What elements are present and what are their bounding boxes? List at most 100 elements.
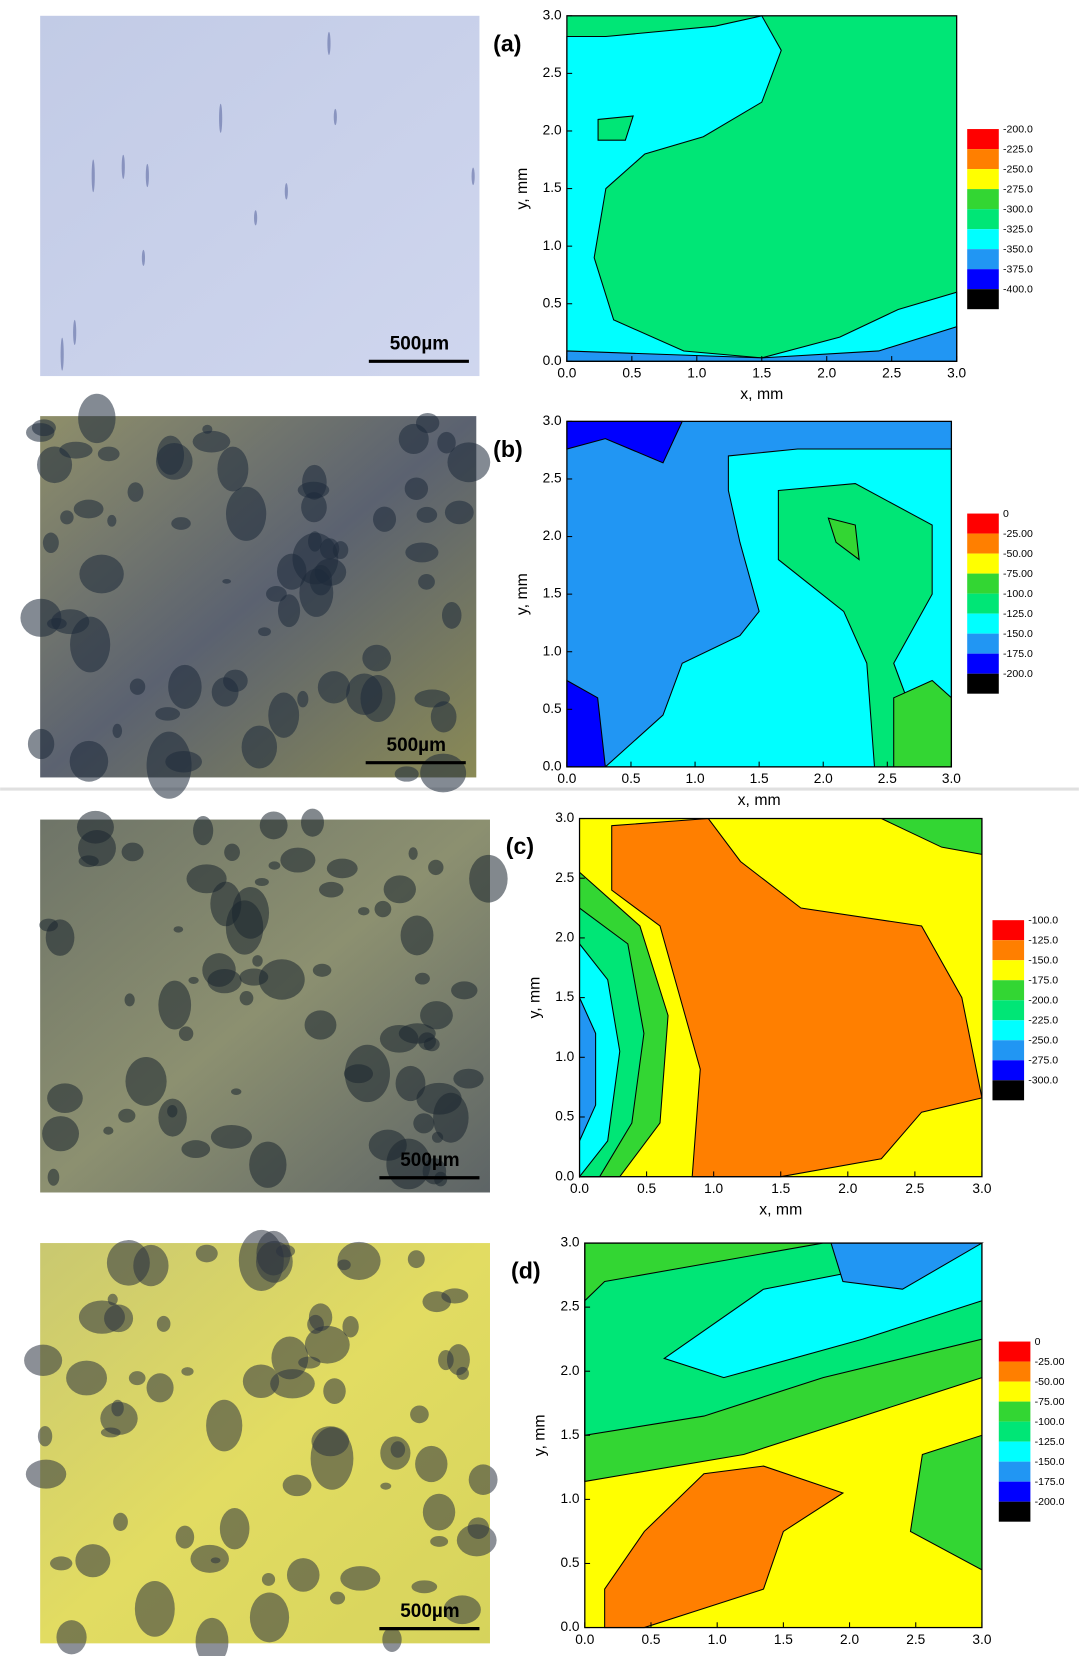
x-tick-label: 1.0 xyxy=(687,366,706,381)
y-tick-label: 1.0 xyxy=(560,1491,579,1506)
micrograph-spot xyxy=(142,250,145,266)
micrograph-spot xyxy=(219,104,222,133)
micrograph-spot xyxy=(73,320,76,345)
x-tick-label: 3.0 xyxy=(972,1181,991,1196)
x-axis-label: x, mm xyxy=(759,1202,802,1219)
colorbar-label: -125.0 xyxy=(1028,934,1058,946)
micrograph-spot xyxy=(113,1513,128,1531)
y-tick-label: 0.5 xyxy=(543,295,562,310)
micrograph-spot xyxy=(26,1460,66,1489)
colorbar-label: -200.0 xyxy=(1003,123,1033,135)
y-tick-label: 2.0 xyxy=(560,1363,579,1378)
micrograph-spot xyxy=(287,1558,320,1592)
x-tick-label: 3.0 xyxy=(947,366,966,381)
x-tick-label: 2.0 xyxy=(817,366,836,381)
x-tick-label: 0.5 xyxy=(637,1181,656,1196)
micrograph-spot xyxy=(432,1132,443,1143)
x-tick-label: 2.0 xyxy=(838,1181,857,1196)
colorbar-swatch xyxy=(967,229,999,249)
colorbar-swatch xyxy=(992,920,1024,940)
colorbar-label: -250.0 xyxy=(1028,1035,1058,1047)
colorbar-label: -275.0 xyxy=(1003,183,1033,195)
colorbar-swatch xyxy=(967,514,999,534)
micrograph-spot xyxy=(217,447,248,492)
x-tick-label: 1.0 xyxy=(704,1181,723,1196)
colorbar-swatch xyxy=(967,169,999,189)
scale-bar-label: 500µm xyxy=(387,735,446,756)
y-tick-label: 0.5 xyxy=(555,1109,574,1124)
micrograph-spot xyxy=(451,981,477,999)
micrograph-spot xyxy=(56,1620,86,1654)
micrograph-spot xyxy=(313,964,332,977)
micrograph-spot xyxy=(61,338,64,371)
micrograph-spot xyxy=(133,1245,168,1286)
micrograph-spot xyxy=(181,1367,193,1376)
micrograph-spot xyxy=(442,602,462,629)
colorbar-label: -150.0 xyxy=(1035,1456,1065,1468)
y-tick-label: 3.0 xyxy=(560,1235,579,1250)
micrograph-spot xyxy=(224,844,240,861)
x-tick-label: 1.5 xyxy=(752,366,771,381)
micrograph-spot xyxy=(423,1494,455,1531)
micrograph-spot xyxy=(396,1066,426,1101)
x-tick-label: 2.5 xyxy=(882,366,901,381)
micrograph-spot xyxy=(43,533,59,553)
x-tick-label: 1.0 xyxy=(708,1632,727,1647)
colorbar-label: -150.0 xyxy=(1028,955,1058,967)
colorbar-swatch xyxy=(999,1362,1031,1382)
colorbar-swatch xyxy=(992,1000,1024,1020)
colorbar-swatch xyxy=(999,1442,1031,1462)
micrograph-spot xyxy=(20,599,61,637)
y-tick-label: 3.0 xyxy=(555,810,574,825)
micrograph-spot xyxy=(453,1069,483,1089)
colorbar-swatch xyxy=(967,594,999,614)
micrograph-spot xyxy=(66,1361,107,1396)
micrograph xyxy=(40,16,479,376)
micrograph-spot xyxy=(415,1446,447,1482)
y-axis-label: y, mm xyxy=(526,977,543,1019)
colorbar-swatch xyxy=(992,960,1024,980)
colorbar-label: -375.0 xyxy=(1003,263,1033,275)
micrograph-spot xyxy=(122,155,125,179)
micrograph-spot xyxy=(256,1231,290,1276)
micrograph-spot xyxy=(409,847,418,860)
y-tick-label: 2.5 xyxy=(555,870,574,885)
colorbar-label: -200.0 xyxy=(1003,668,1033,680)
micrograph-spot xyxy=(222,579,231,584)
x-tick-label: 3.0 xyxy=(972,1632,991,1647)
micrograph-spot xyxy=(156,443,193,480)
y-tick-label: 2.0 xyxy=(543,528,562,543)
micrograph-spot xyxy=(428,860,443,875)
y-tick-label: 1.5 xyxy=(560,1427,579,1442)
y-tick-label: 2.5 xyxy=(560,1299,579,1314)
micrograph-spot xyxy=(210,882,241,927)
micrograph-spot xyxy=(431,701,457,732)
x-axis-label: x, mm xyxy=(738,792,781,809)
x-tick-label: 0.5 xyxy=(622,366,641,381)
colorbar-swatch xyxy=(999,1342,1031,1362)
micrograph-spot xyxy=(196,1245,218,1263)
micrograph-spot xyxy=(327,859,358,879)
panel-label: (b) xyxy=(493,436,523,462)
micrograph-spot xyxy=(240,991,254,1005)
micrograph-spot xyxy=(418,1032,436,1050)
colorbar-label: -75.00 xyxy=(1035,1396,1065,1408)
colorbar-label: -300.0 xyxy=(1028,1075,1058,1087)
micrograph-spot xyxy=(188,977,198,984)
micrograph-spot xyxy=(42,1116,79,1151)
micrograph-spot xyxy=(50,1556,72,1570)
micrograph-spot xyxy=(46,919,75,956)
panel-label: (c) xyxy=(506,833,534,859)
colorbar-swatch xyxy=(999,1422,1031,1442)
colorbar-label: -125.0 xyxy=(1003,608,1033,620)
micrograph-spot xyxy=(302,465,327,500)
colorbar-swatch xyxy=(967,634,999,654)
micrograph-spot xyxy=(268,693,299,738)
colorbar-label: 0 xyxy=(1035,1336,1041,1348)
micrograph-spot xyxy=(405,477,428,499)
micrograph-spot xyxy=(319,882,344,898)
micrograph-spot xyxy=(384,875,416,903)
x-tick-label: 2.5 xyxy=(906,1632,925,1647)
y-tick-label: 0.0 xyxy=(560,1619,579,1634)
micrograph-spot xyxy=(211,1125,252,1149)
